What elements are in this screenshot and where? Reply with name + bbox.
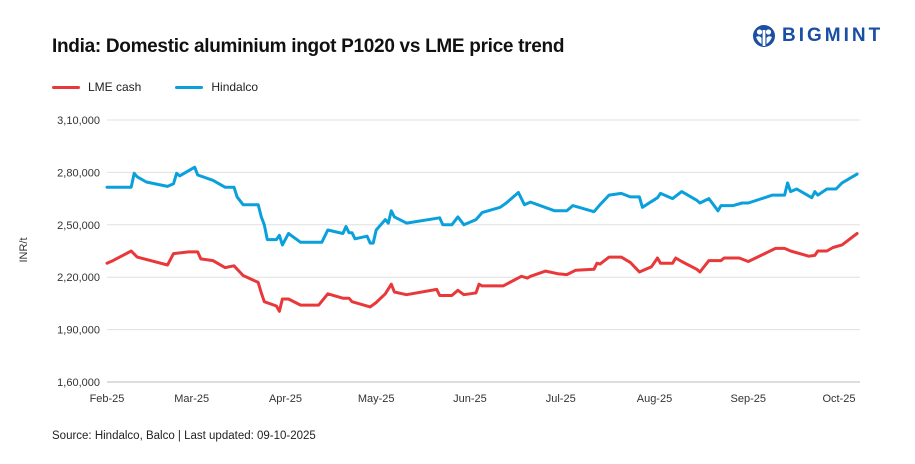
x-tick-label: Apr-25 [269,393,302,405]
legend-swatch-lme [52,85,80,89]
y-tick-label: 2,80,000 [57,167,100,179]
chart-title: India: Domestic aluminium ingot P1020 vs… [52,36,565,57]
legend-swatch-hindalco [175,85,204,89]
x-tick-label: Jul-25 [546,393,576,405]
y-tick-label: 2,50,000 [57,220,100,232]
bigmint-logo: BIGMINT [752,24,883,48]
legend-label-lme: LME cash [88,80,142,94]
legend-item-lme: LME cash [52,80,141,94]
bigmint-logo-icon [753,25,775,47]
x-tick-label: Feb-25 [90,393,125,405]
y-axis-label: INR/t [18,237,30,262]
legend: LME cash Hindalco [52,80,258,94]
source-note: Source: Hindalco, Balco | Last updated: … [52,430,316,442]
series-line-hindalco [105,165,859,247]
x-tick-label: Sep-25 [731,393,766,405]
x-tick-label: Mar-25 [174,393,209,405]
series-line-lme-cash [105,232,859,313]
y-tick-label: 1,60,000 [57,377,100,389]
x-tick-label: May-25 [358,393,395,405]
y-tick-label: 2,20,000 [57,272,100,284]
y-tick-label: 1,90,000 [57,325,100,337]
x-tick-label: Oct-25 [822,393,855,405]
x-tick-label: Jun-25 [453,393,487,405]
y-tick-label: 3,10,000 [57,115,100,127]
legend-item-hindalco: Hindalco [175,80,258,94]
legend-label-hindalco: Hindalco [211,80,259,94]
brand-name: BIGMINT [782,25,884,46]
x-tick-label: Aug-25 [637,393,672,405]
